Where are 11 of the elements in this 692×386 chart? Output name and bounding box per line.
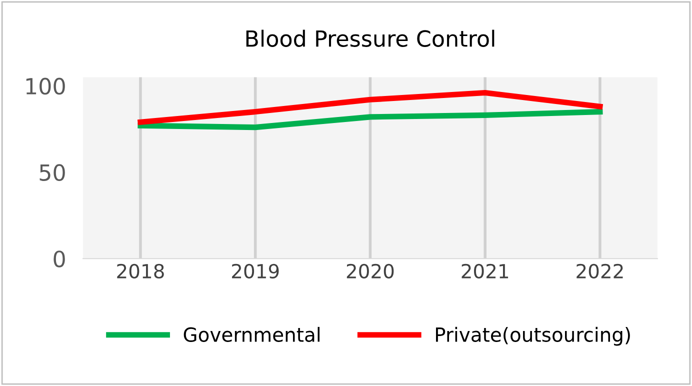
x-tick-label: 2020	[346, 264, 394, 279]
legend-label: Governmental	[184, 326, 320, 342]
legend-label: Private(outsourcing)	[436, 326, 630, 346]
x-tick-label: 2019	[232, 264, 279, 279]
y-tick-label: 0	[54, 250, 65, 268]
y-tick-label: 100	[26, 78, 65, 95]
chart-title: Blood Pressure Control	[246, 30, 494, 47]
x-tick-label: 2018	[117, 264, 164, 279]
x-tick-label: 2022	[576, 264, 623, 279]
y-tick-label: 50	[40, 164, 65, 181]
x-tick-label: 2021	[462, 264, 508, 279]
